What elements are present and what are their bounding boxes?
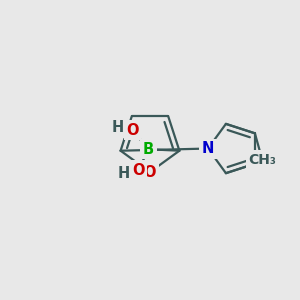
Text: O: O: [126, 123, 139, 138]
Text: N: N: [202, 141, 214, 156]
Text: CH₃: CH₃: [248, 153, 276, 167]
Text: H: H: [118, 166, 130, 181]
Text: O: O: [132, 163, 144, 178]
Text: N: N: [249, 156, 261, 171]
Text: H: H: [111, 120, 124, 135]
Text: O: O: [144, 165, 156, 180]
Text: B: B: [143, 142, 154, 157]
